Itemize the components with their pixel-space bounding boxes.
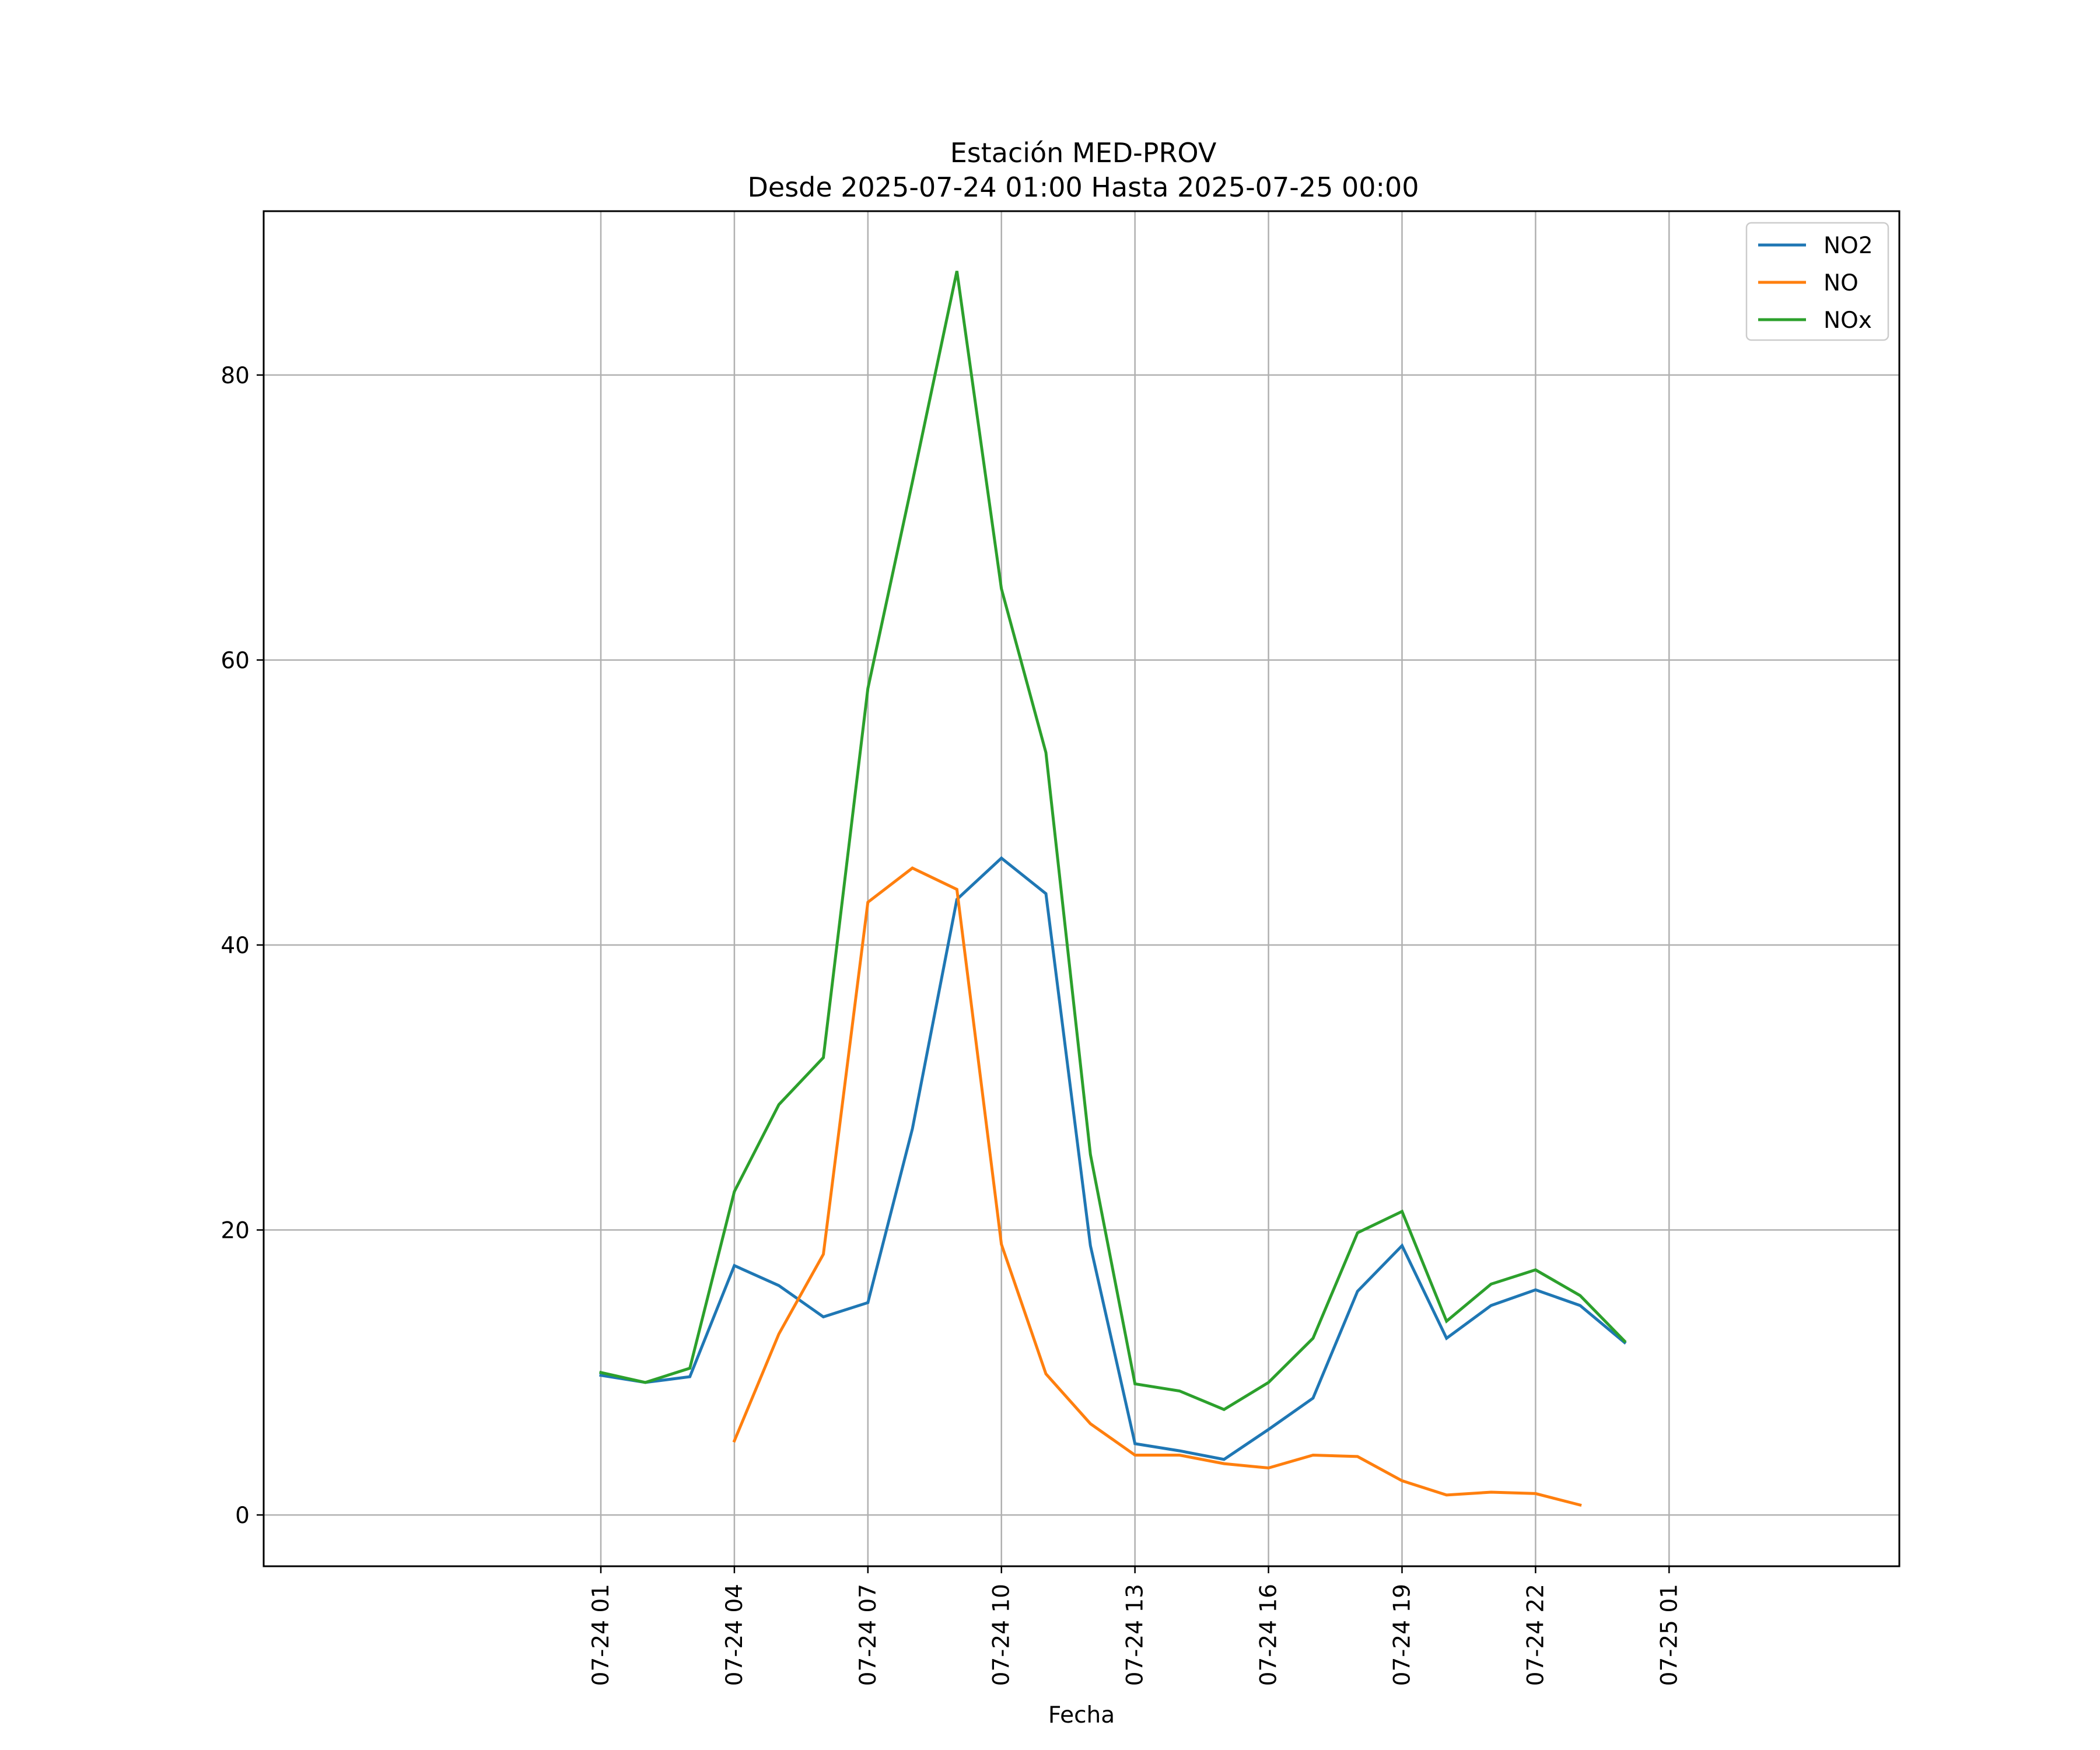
x-tick-label: 07-25 01 xyxy=(1656,1584,1682,1686)
x-tick-label: 07-24 04 xyxy=(722,1584,748,1686)
legend-label-nox: NOx xyxy=(1824,307,1872,334)
chart-subtitle: Desde 2025-07-24 01:00 Hasta 2025-07-25 … xyxy=(747,172,1419,203)
legend-label-no2: NO2 xyxy=(1824,233,1873,259)
x-tick-label: 07-24 01 xyxy=(588,1584,614,1686)
x-tick-label: 07-24 10 xyxy=(989,1584,1015,1686)
y-tick-label: 0 xyxy=(235,1503,250,1529)
plot-frame xyxy=(262,210,1901,1567)
chart-title: Estación MED-PROV xyxy=(950,137,1217,169)
x-tick-label: 07-24 22 xyxy=(1522,1584,1549,1686)
grid-lines xyxy=(264,211,1899,1566)
series-line-nox xyxy=(599,271,1627,1412)
x-axis-label: Fecha xyxy=(1048,1702,1115,1728)
y-tick-label: 80 xyxy=(220,363,250,389)
series-line-no xyxy=(732,866,1582,1507)
y-tick-label: 20 xyxy=(220,1218,250,1244)
x-axis: 07-24 01 07-24 04 07-24 07 07-24 10 07-24 13… xyxy=(588,1566,1682,1686)
y-tick-label: 40 xyxy=(220,933,250,959)
y-axis: 0 20 40 60 80 xyxy=(220,363,264,1529)
series-lines xyxy=(599,271,1627,1507)
y-tick-label: 60 xyxy=(220,648,250,674)
x-tick-label: 07-24 13 xyxy=(1122,1584,1149,1686)
x-tick-label: 07-24 19 xyxy=(1389,1584,1415,1686)
series-line-no2 xyxy=(599,856,1627,1461)
x-tick-label: 07-24 07 xyxy=(855,1584,881,1686)
legend-label-no: NO xyxy=(1824,270,1859,296)
legend: NO2 NO NOx xyxy=(1745,222,1889,341)
legend-box xyxy=(1745,222,1889,341)
x-tick-label: 07-24 16 xyxy=(1256,1584,1282,1686)
